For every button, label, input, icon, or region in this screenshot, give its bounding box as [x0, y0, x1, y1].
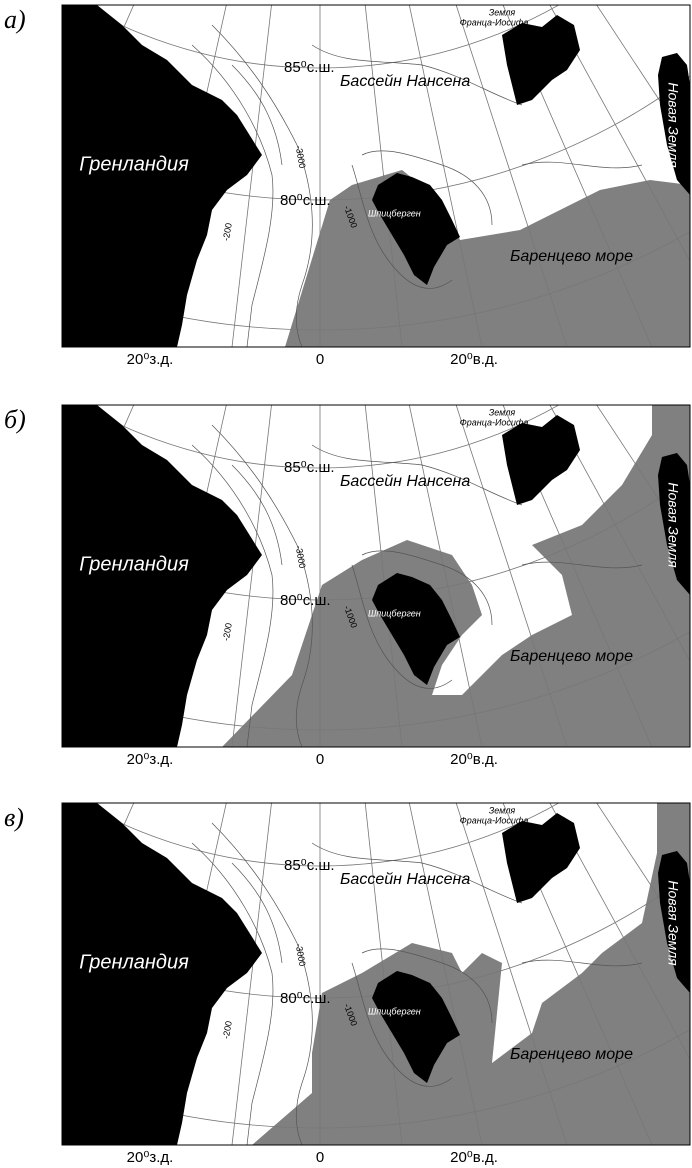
- fjl-label-1: Земля: [489, 805, 516, 815]
- basin-label: Бассейн Нансена: [340, 473, 470, 490]
- longitude-label: 20⁰з.д.: [127, 751, 174, 768]
- panel-label: б): [4, 405, 26, 434]
- svalbard-label: Шпицберген: [368, 208, 421, 218]
- fjl-label-2: Франца-Иосифа: [460, 417, 529, 427]
- longitude-label: 20⁰в.д.: [450, 351, 498, 368]
- panel-label: а): [4, 5, 26, 34]
- greenland-label: Гренландия: [79, 553, 189, 575]
- barents-label: Баренцево море: [510, 648, 633, 665]
- longitude-label: 20⁰в.д.: [450, 751, 498, 768]
- barents-label: Баренцево море: [510, 1046, 633, 1063]
- novaya-label: Новая Земля: [665, 82, 681, 168]
- latitude-85: 85⁰с.ш.: [284, 459, 335, 476]
- panel-label: в): [4, 803, 24, 832]
- fjl-label-1: Земля: [489, 7, 516, 17]
- basin-label: Бассейн Нансена: [340, 73, 470, 90]
- longitude-label: 20⁰з.д.: [127, 351, 174, 368]
- basin-label: Бассейн Нансена: [340, 871, 470, 888]
- longitude-label: 0: [316, 751, 324, 768]
- fjl-label-2: Франца-Иосифа: [460, 17, 529, 27]
- svalbard-label: Шпицберген: [368, 1006, 421, 1016]
- barents-label: Баренцево море: [510, 248, 633, 265]
- latitude-80: 80⁰с.ш.: [280, 592, 331, 609]
- latitude-85: 85⁰с.ш.: [284, 857, 335, 874]
- novaya-label: Новая Земля: [665, 880, 681, 966]
- fjl-label-2: Франца-Иосифа: [460, 815, 529, 825]
- greenland-label: Гренландия: [79, 951, 189, 973]
- latitude-80: 80⁰с.ш.: [280, 990, 331, 1007]
- svalbard-label: Шпицберген: [368, 608, 421, 618]
- latitude-85: 85⁰с.ш.: [284, 59, 335, 76]
- fjl-label-1: Земля: [489, 407, 516, 417]
- longitude-label: 0: [316, 1149, 324, 1166]
- latitude-80: 80⁰с.ш.: [280, 192, 331, 209]
- longitude-label: 20⁰з.д.: [127, 1149, 174, 1166]
- map-panel: Гренландия 85⁰с.ш. Бассейн Нансена 80⁰с.ш. Ш…: [0, 0, 692, 368]
- greenland-label: Гренландия: [79, 153, 189, 175]
- novaya-label: Новая Земля: [665, 482, 681, 568]
- longitude-label: 20⁰в.д.: [450, 1149, 498, 1166]
- longitude-label: 0: [316, 351, 324, 368]
- figure: а) Гренландия 85⁰с.ш. Бассейн Нансена 80⁰с.ш…: [0, 0, 692, 1168]
